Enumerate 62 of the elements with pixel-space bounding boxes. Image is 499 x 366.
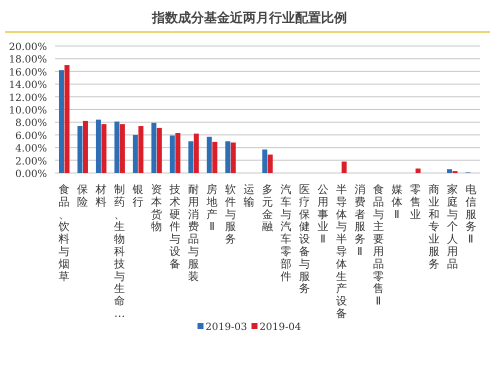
y-tick-label: 2.00% [15, 156, 47, 168]
x-tick-label: 软件与服务 [225, 183, 236, 246]
bar [151, 122, 156, 173]
bar [194, 134, 199, 173]
bar [175, 132, 180, 173]
bar [156, 128, 162, 173]
x-tick-label: 多元金融 [262, 183, 273, 234]
y-tick-label: 8.00% [15, 118, 47, 130]
y-tick-label: 6.00% [15, 130, 47, 142]
x-tick-label: 公用事业Ⅱ [317, 183, 328, 246]
x-tick-label: 家庭与个人用品 [446, 183, 458, 270]
bar [188, 141, 194, 173]
legend-label: 2019-04 [260, 322, 302, 333]
y-tick-label: 18.00% [8, 54, 47, 66]
x-tick-label: 消费者服务Ⅱ [354, 183, 366, 258]
bar [138, 126, 144, 173]
x-tick-label: 电信服务Ⅱ [465, 183, 476, 246]
bar [170, 136, 175, 173]
y-tick-label: 10.00% [8, 106, 47, 116]
x-tick-label: 商业和专业服务 [428, 183, 440, 270]
category-label: 半导体与半导体生产设备 [336, 183, 347, 320]
x-tick-label: 媒体Ⅱ [391, 183, 402, 221]
x-tick-label: 零售业 [410, 183, 421, 221]
bar [342, 162, 347, 173]
bar [225, 141, 230, 173]
bar [262, 150, 268, 173]
bar [77, 126, 82, 173]
bar [114, 122, 120, 173]
category-label: 食品与主要用品零售Ⅱ [372, 183, 384, 308]
bar [206, 136, 212, 173]
bar [64, 65, 70, 173]
x-tick-label: 技术硬件与设备 [168, 183, 181, 270]
y-tick-label: 14.00% [8, 80, 47, 92]
x-tick-label: 食品、饮料与烟草 [58, 183, 70, 283]
bar [268, 154, 273, 173]
bar [82, 120, 88, 173]
bar [230, 142, 236, 173]
category-label: 医疗保健设备与服务 [298, 183, 310, 296]
y-tick-label: 0.00% [15, 169, 47, 180]
y-tick-label: 4.00% [15, 144, 47, 155]
bar [447, 169, 452, 173]
category-label: 制药、生物科技与生命… [114, 183, 126, 320]
x-tick-label: 房地产Ⅱ [206, 183, 218, 234]
y-tick-label: 20.00% [8, 42, 47, 53]
x-tick-label: 银行 [132, 183, 144, 208]
bar [132, 134, 138, 173]
bar [416, 168, 421, 173]
x-tick-label: 保险 [77, 183, 88, 208]
bar [101, 124, 106, 173]
bar [96, 120, 101, 173]
x-tick-label: 运输 [244, 183, 255, 208]
bar [58, 70, 64, 173]
x-tick-label: 耐用消费品与服装 [188, 183, 200, 283]
x-tick-label: 材料 [94, 183, 107, 208]
y-tick-label: 16.00% [8, 67, 47, 78]
x-tick-label: 资本货物 [151, 183, 162, 234]
legend-label: 2019-03 [206, 322, 248, 333]
bar [212, 142, 218, 173]
y-tick-label: 12.00% [8, 92, 47, 104]
chart-title: 指数成分基金近两月行业配置比例 [151, 10, 347, 26]
bar [120, 124, 125, 173]
x-tick-label: 汽车与汽车零部件 [280, 183, 292, 283]
